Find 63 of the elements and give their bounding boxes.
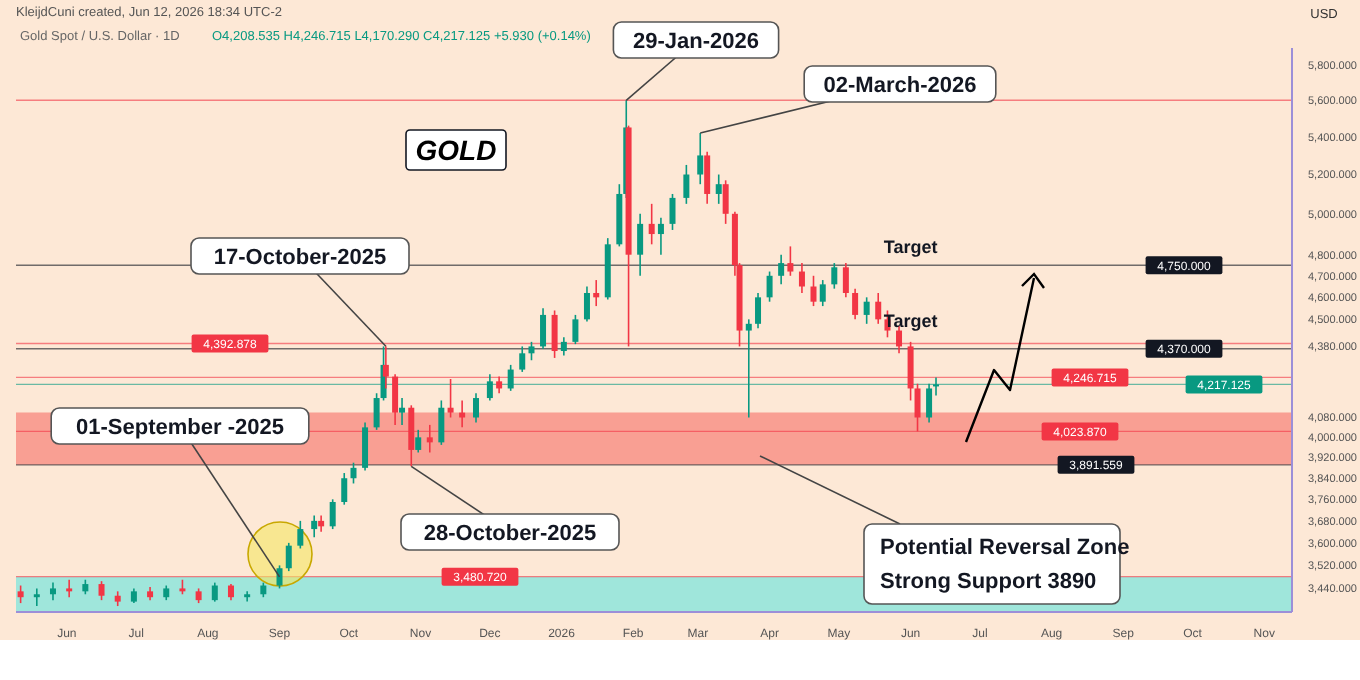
candlestick — [244, 590, 251, 603]
candlestick — [438, 399, 445, 446]
annotation: 28-October-2025 — [423, 522, 597, 546]
candlestick — [583, 285, 590, 323]
annotation: 02-March-2026 — [823, 74, 977, 98]
candlestick — [745, 318, 752, 419]
annotation: 01-September -2025 — [76, 416, 284, 440]
candlestick — [285, 542, 292, 572]
candlestick — [787, 245, 794, 277]
candlestick — [798, 262, 805, 294]
candlestick — [473, 392, 480, 424]
candlestick — [447, 378, 454, 419]
candlestick — [528, 341, 535, 362]
annotation: GOLD — [415, 134, 497, 166]
candlestick — [66, 578, 73, 598]
candlestick — [560, 336, 567, 357]
candlestick — [648, 203, 655, 246]
candlestick — [704, 150, 711, 205]
annotation: Strong Support 3890 — [880, 570, 1097, 594]
candlestick — [399, 397, 406, 426]
candlestick — [211, 581, 218, 603]
candlestick — [593, 279, 600, 307]
candlestick — [426, 424, 433, 454]
candlestick — [852, 287, 859, 321]
candlestick — [408, 404, 415, 468]
candlestick — [362, 421, 369, 472]
candlestick — [657, 217, 664, 256]
annotation: Target — [883, 237, 938, 258]
candlestick — [755, 292, 762, 330]
candlestick — [486, 373, 493, 402]
candlestick — [311, 514, 318, 539]
candlestick — [683, 164, 690, 205]
candlestick — [819, 279, 826, 307]
candlestick — [637, 213, 644, 277]
annotation: 17-October-2025 — [213, 246, 387, 270]
candlestick — [540, 307, 547, 350]
candlestick — [318, 514, 325, 533]
candlestick — [329, 498, 336, 530]
candlestick — [507, 364, 514, 392]
annotation: 29-Jan-2026 — [633, 30, 759, 54]
candlestick — [350, 461, 357, 485]
candlestick — [810, 274, 817, 307]
candlestick — [669, 193, 676, 231]
candlestick — [519, 345, 526, 373]
candlestick — [722, 179, 729, 225]
candlestick — [778, 253, 785, 286]
candlestick — [863, 296, 870, 325]
candlestick — [766, 270, 773, 303]
candlestick — [926, 382, 933, 424]
candlestick — [33, 587, 40, 607]
candlestick — [875, 292, 882, 325]
candlestick — [297, 520, 304, 550]
candlestick — [697, 132, 704, 185]
candlestick — [341, 472, 348, 506]
candlestick — [831, 262, 838, 290]
candlestick — [715, 173, 722, 205]
candlestick — [98, 580, 105, 601]
candlestick — [392, 373, 399, 426]
candlestick — [572, 314, 579, 345]
candlestick — [842, 262, 849, 299]
candlestick — [415, 429, 422, 454]
candlestick — [551, 309, 558, 359]
candlestick — [459, 399, 466, 429]
